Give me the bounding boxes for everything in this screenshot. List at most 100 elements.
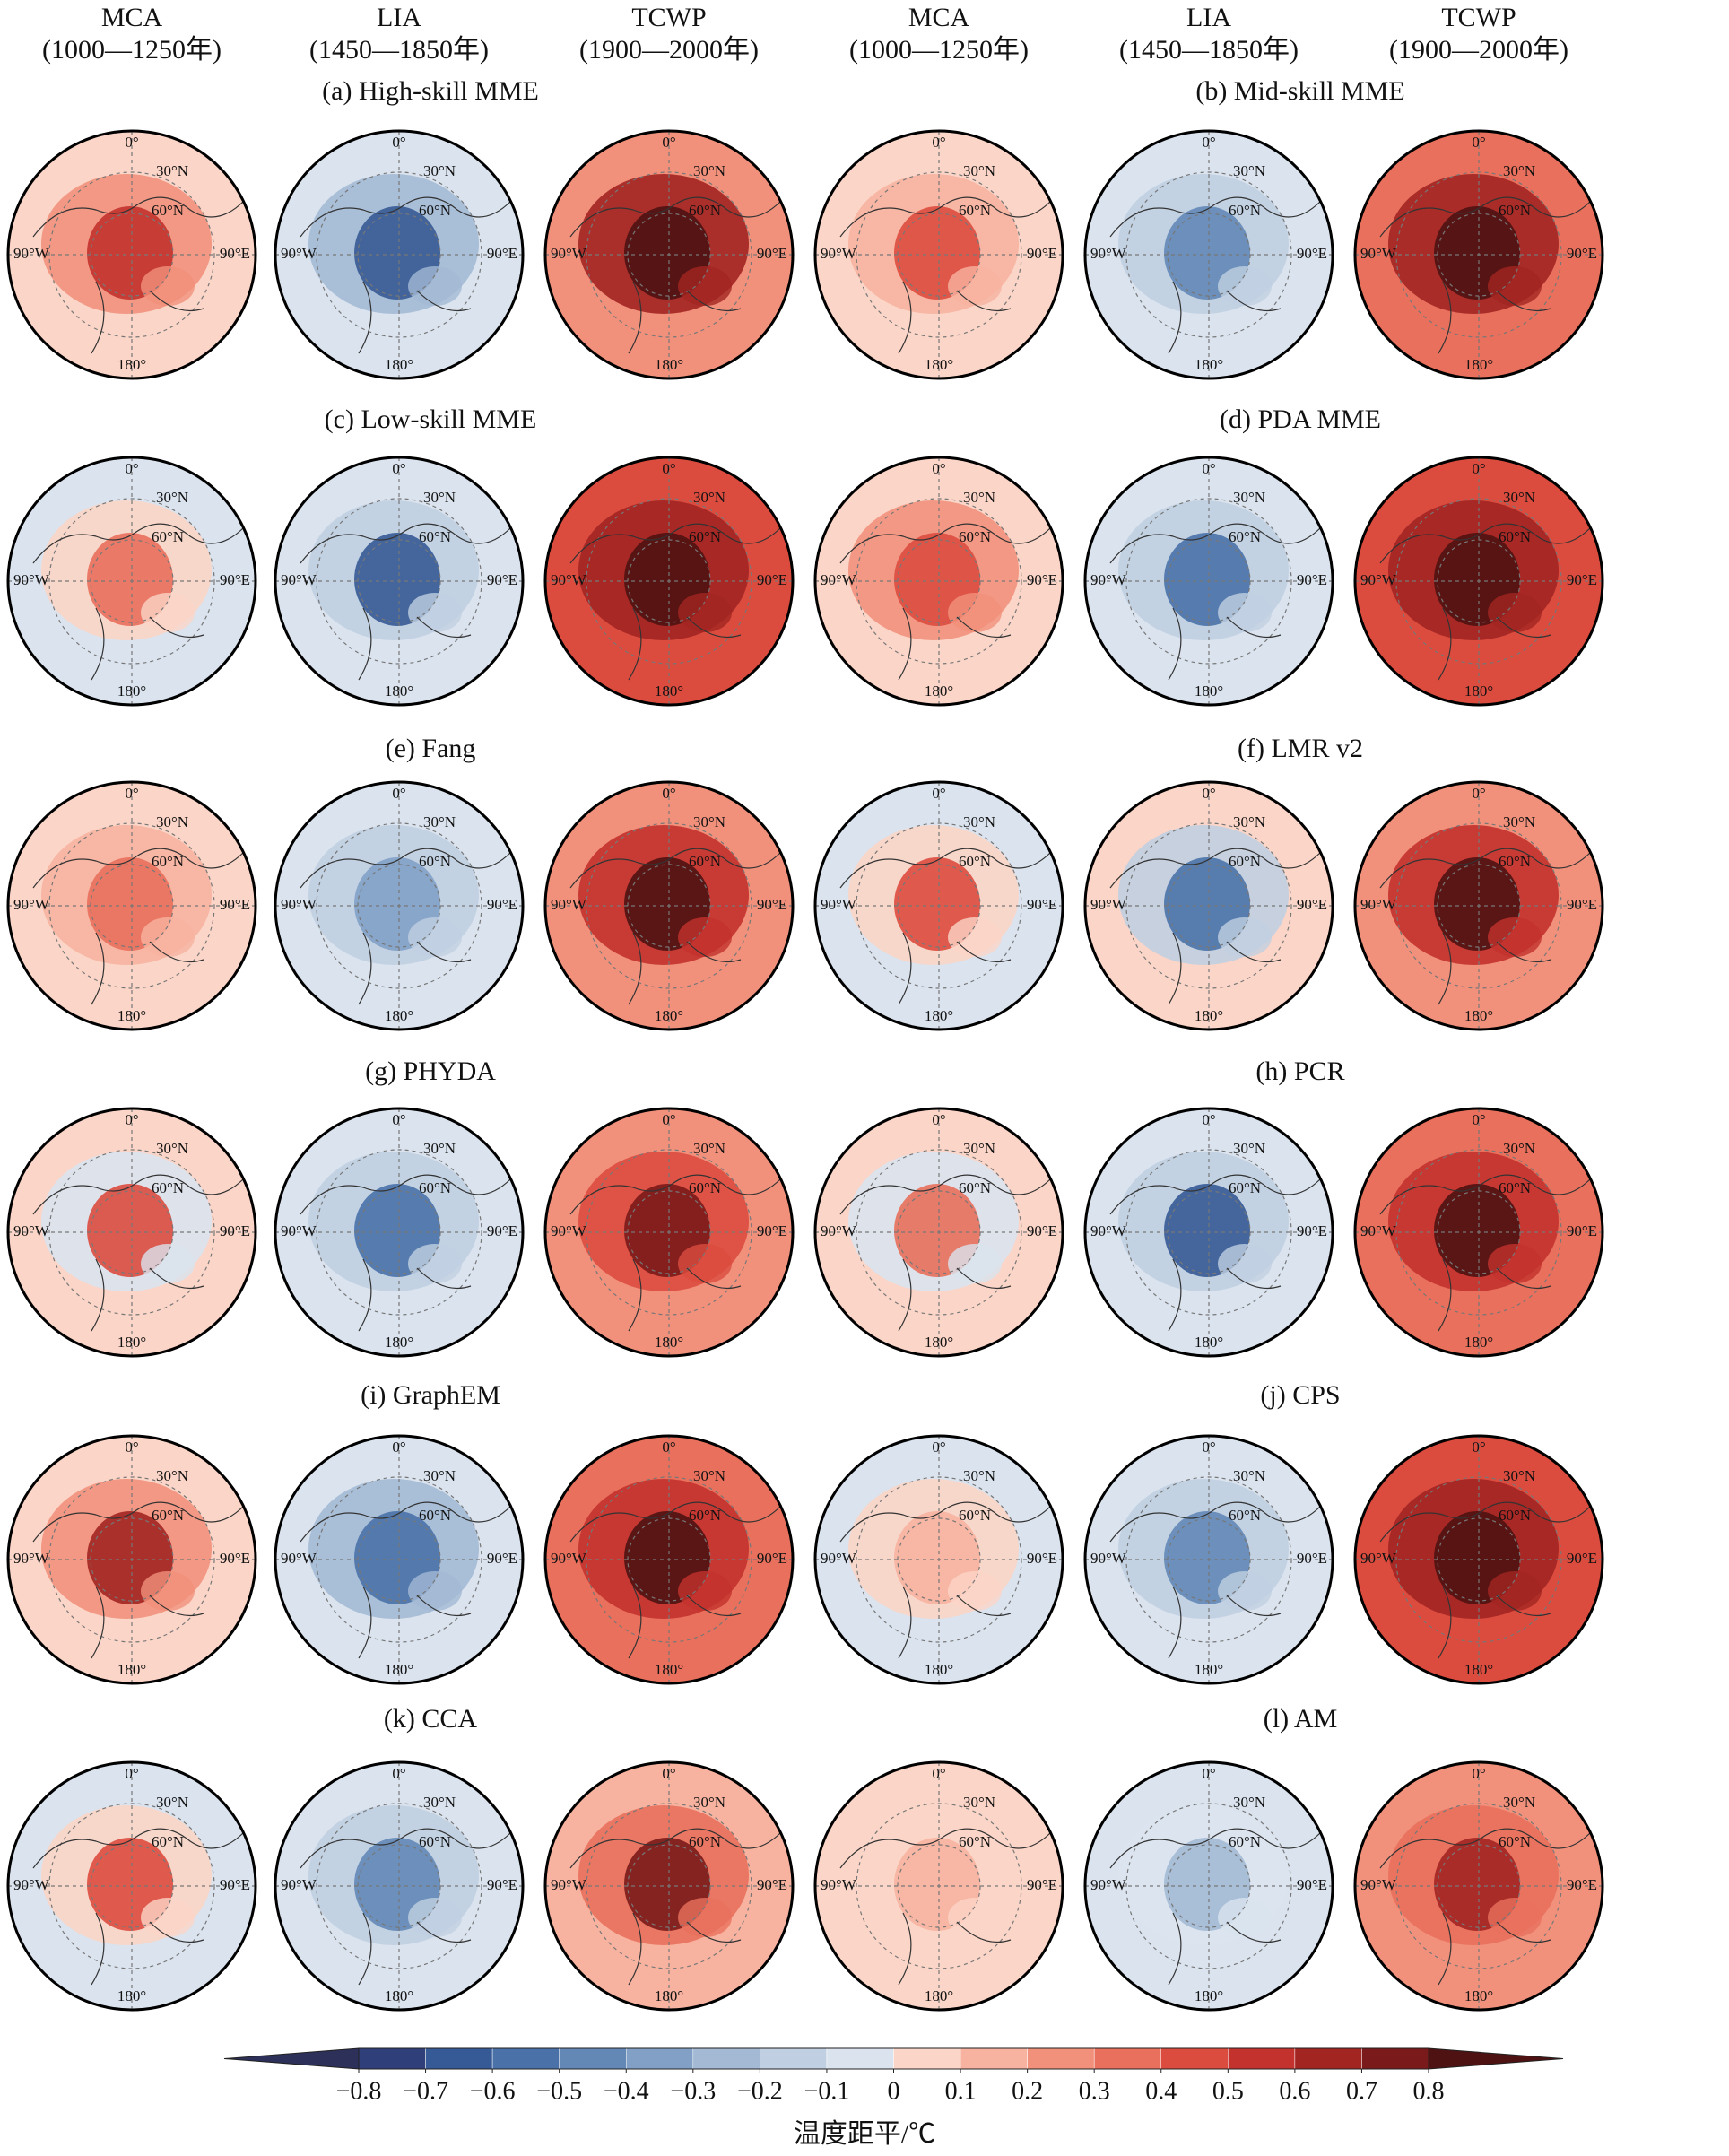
map-outline xyxy=(813,456,1064,707)
polar-map xyxy=(815,457,1063,705)
map-outline xyxy=(813,1107,1064,1358)
colorbar-bin xyxy=(692,2047,760,2070)
map-label: 180° xyxy=(1195,1334,1223,1351)
map-anomaly xyxy=(141,917,195,957)
map-label: 180° xyxy=(385,1334,413,1351)
map-label: 30°N xyxy=(423,1140,456,1157)
map-label: 60°N xyxy=(152,202,184,219)
map-anomaly xyxy=(678,1898,732,1937)
column-name: LIA xyxy=(1186,3,1231,32)
map-label: 30°N xyxy=(693,1467,725,1484)
map-anomaly xyxy=(678,1571,732,1611)
map-label: 0° xyxy=(662,1439,675,1456)
map-label: 90°E xyxy=(1567,1222,1597,1239)
map-label: 90°W xyxy=(281,571,317,588)
map-label: 180° xyxy=(655,356,683,373)
map-label: 90°E xyxy=(757,245,787,262)
map-label: 90°E xyxy=(1567,571,1597,588)
map-label: 90°E xyxy=(1297,1550,1327,1567)
coastline xyxy=(569,523,782,681)
map-anomaly xyxy=(678,1244,732,1283)
map-label: 0° xyxy=(392,1439,405,1456)
coastline xyxy=(569,1174,782,1332)
map-label: 60°N xyxy=(689,202,721,219)
map-label: 180° xyxy=(1464,356,1493,373)
map-label: 90°E xyxy=(487,245,517,262)
map-label: 60°N xyxy=(152,1833,184,1850)
map-label: 60°N xyxy=(959,202,991,219)
panel-title: (b) Mid-skill MME xyxy=(1195,76,1404,106)
map-outline xyxy=(1083,780,1334,1031)
coastline xyxy=(1109,196,1322,354)
map-label: 60°N xyxy=(152,1507,184,1524)
map-anomaly xyxy=(948,1898,1002,1937)
map-label: 90°W xyxy=(551,571,587,588)
map-label: 30°N xyxy=(423,489,456,506)
map-label: 30°N xyxy=(963,1794,995,1811)
coastline xyxy=(839,1501,1052,1659)
map-label: 180° xyxy=(925,682,953,700)
map-anomaly xyxy=(678,917,732,957)
map-outline xyxy=(813,1760,1064,2012)
map-label: 90°E xyxy=(1297,245,1327,262)
map-anomaly xyxy=(141,1244,195,1283)
map-label: 180° xyxy=(385,356,413,373)
map-outline xyxy=(1353,1760,1604,2012)
map-label: 90°W xyxy=(1360,1550,1397,1567)
map-label: 0° xyxy=(1472,1765,1485,1782)
coastline xyxy=(569,1828,782,1986)
map-label: 0° xyxy=(932,1439,945,1456)
coastline xyxy=(32,1501,245,1659)
map-label: 180° xyxy=(1195,1007,1223,1024)
map-label: 90°E xyxy=(757,896,787,913)
map-label: 60°N xyxy=(419,1179,451,1196)
map-label: 90°W xyxy=(1360,245,1397,262)
polar-map xyxy=(1085,782,1333,1030)
graticule xyxy=(1395,171,1562,338)
map-label: 30°N xyxy=(156,1467,188,1484)
graticule xyxy=(316,1149,482,1316)
map-label: 90°E xyxy=(487,571,517,588)
map-label: 0° xyxy=(662,460,675,477)
panel-title: (j) CPS xyxy=(1260,1380,1340,1410)
map-label: 90°E xyxy=(1567,1550,1597,1567)
map-label: 90°E xyxy=(757,1222,787,1239)
coastline xyxy=(32,196,245,354)
map-label: 0° xyxy=(662,1111,675,1128)
map-outline xyxy=(543,1760,795,2012)
polar-map xyxy=(1085,457,1333,705)
graticule xyxy=(856,171,1022,338)
map-anomaly xyxy=(948,1244,1002,1283)
polar-map xyxy=(545,1436,793,1683)
colorbar-label: 温度距平/℃ xyxy=(794,2119,935,2149)
map-label: 180° xyxy=(655,1661,683,1678)
coastline xyxy=(1379,523,1592,681)
map-anomaly xyxy=(1488,266,1542,306)
polar-map xyxy=(815,1436,1063,1683)
map-label: 60°N xyxy=(1499,202,1531,219)
polar-map xyxy=(8,1436,256,1683)
map-label: 30°N xyxy=(1503,1794,1535,1811)
panel-title: (l) AM xyxy=(1264,1704,1338,1734)
polar-map xyxy=(815,782,1063,1030)
colorbar-bin xyxy=(893,2047,961,2070)
polar-map xyxy=(545,1762,793,2010)
graticule xyxy=(856,822,1022,989)
map-label: 90°E xyxy=(1297,1876,1327,1893)
graticule xyxy=(1125,822,1292,989)
map-outline xyxy=(813,129,1064,380)
map-label: 0° xyxy=(932,460,945,477)
map-label: 30°N xyxy=(693,1140,725,1157)
map-outline xyxy=(1083,1760,1334,2012)
coastline xyxy=(1379,196,1592,354)
colorbar-bin xyxy=(358,2047,426,2070)
polar-map xyxy=(545,131,793,378)
colorbar-bin xyxy=(1361,2047,1429,2070)
map-label: 90°W xyxy=(1090,1222,1127,1239)
map-outline xyxy=(1353,1434,1604,1685)
map-label: 60°N xyxy=(419,1507,451,1524)
map-label: 90°W xyxy=(1090,1876,1127,1893)
map-label: 60°N xyxy=(419,528,451,545)
map-label: 90°E xyxy=(1027,896,1057,913)
coastline xyxy=(32,523,245,681)
